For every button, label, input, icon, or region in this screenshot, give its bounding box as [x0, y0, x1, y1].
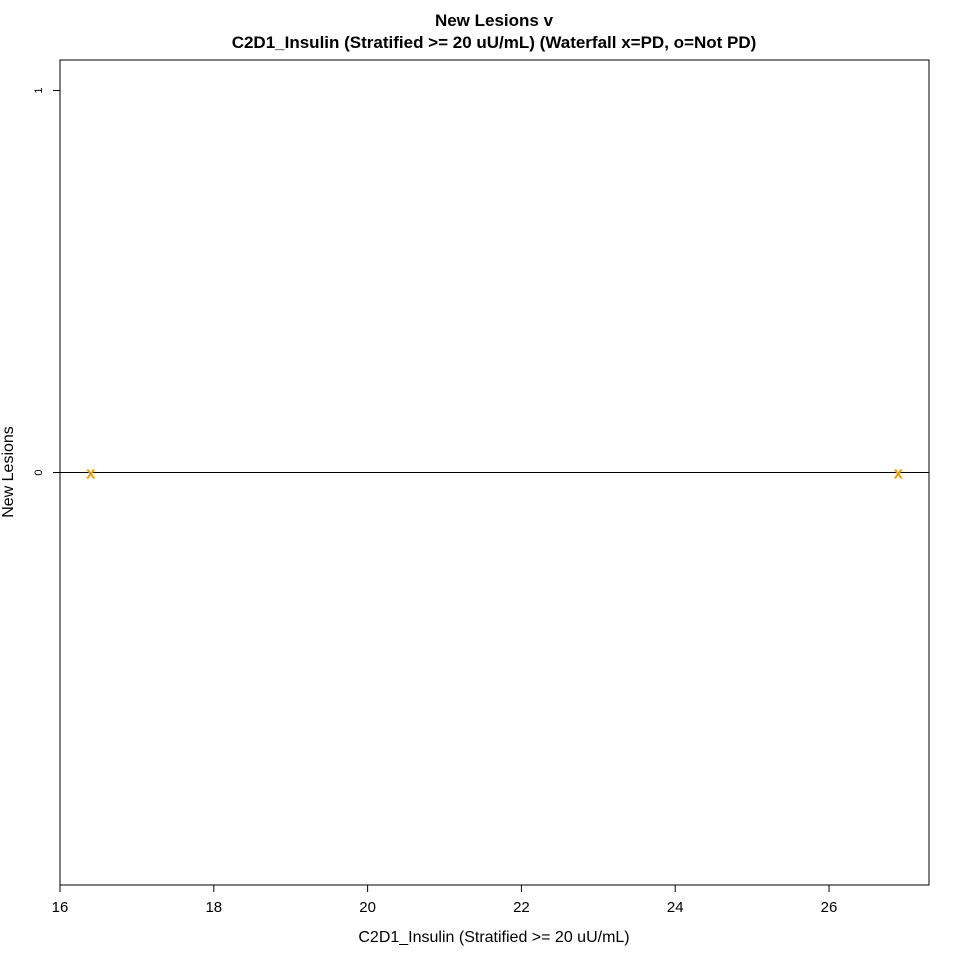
x-axis: 16 18 20 22 24 26 — [52, 885, 838, 916]
y-tick-label: 0 — [33, 469, 45, 475]
data-point: x — [86, 464, 96, 483]
x-tick-label: 16 — [52, 899, 69, 916]
data-point: x — [894, 464, 904, 483]
x-tick-label: 24 — [667, 899, 684, 916]
y-axis: 01 — [33, 87, 60, 476]
y-axis-label: New Lesions — [0, 426, 17, 518]
x-tick-label: 22 — [513, 899, 530, 916]
x-tick-label: 18 — [205, 899, 222, 916]
chart-title: New Lesions v — [435, 11, 554, 30]
y-tick-label: 1 — [33, 87, 45, 93]
chart-subtitle: C2D1_Insulin (Stratified >= 20 uU/mL) (W… — [232, 33, 757, 52]
x-axis-label: C2D1_Insulin (Stratified >= 20 uU/mL) — [358, 929, 629, 946]
x-tick-label: 26 — [821, 899, 838, 916]
x-tick-label: 20 — [359, 899, 376, 916]
